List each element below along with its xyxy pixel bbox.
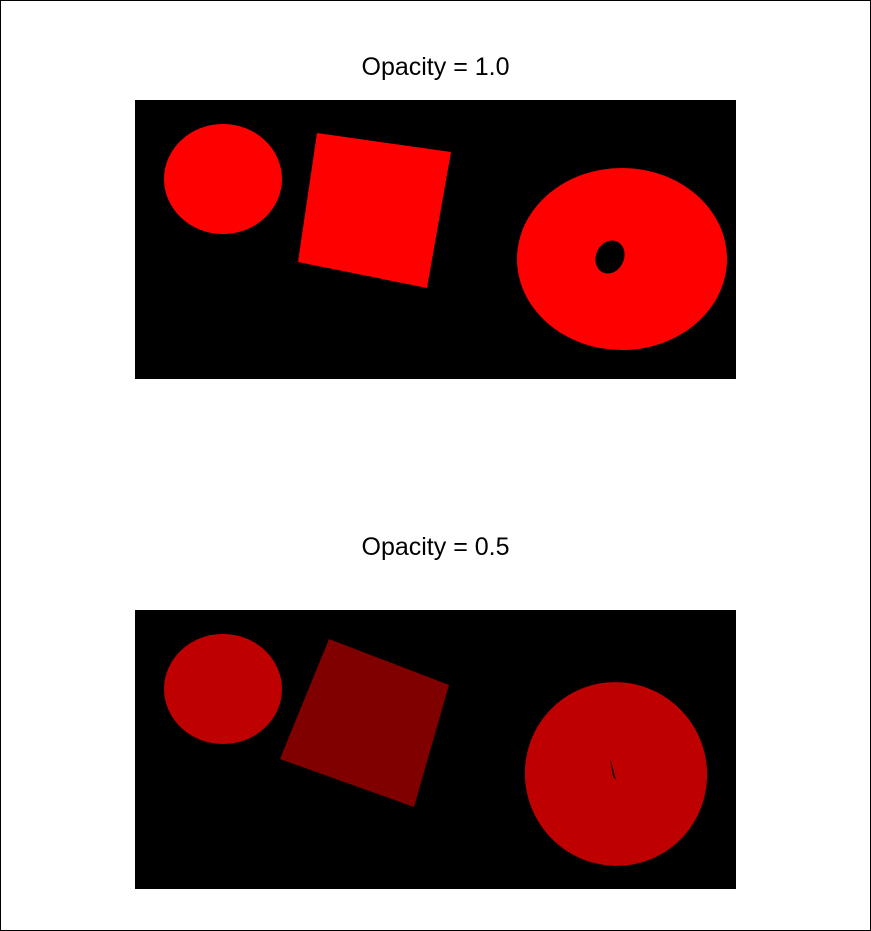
panel-title-top: Opacity = 1.0 bbox=[1, 52, 870, 82]
circle-shape-bottom bbox=[164, 634, 282, 744]
image-panel-bottom bbox=[135, 610, 736, 889]
square-shape-top bbox=[298, 133, 451, 288]
image-panel-top bbox=[135, 100, 736, 379]
panel-title-bottom: Opacity = 0.5 bbox=[1, 532, 870, 562]
circle-shape-top bbox=[164, 124, 282, 234]
